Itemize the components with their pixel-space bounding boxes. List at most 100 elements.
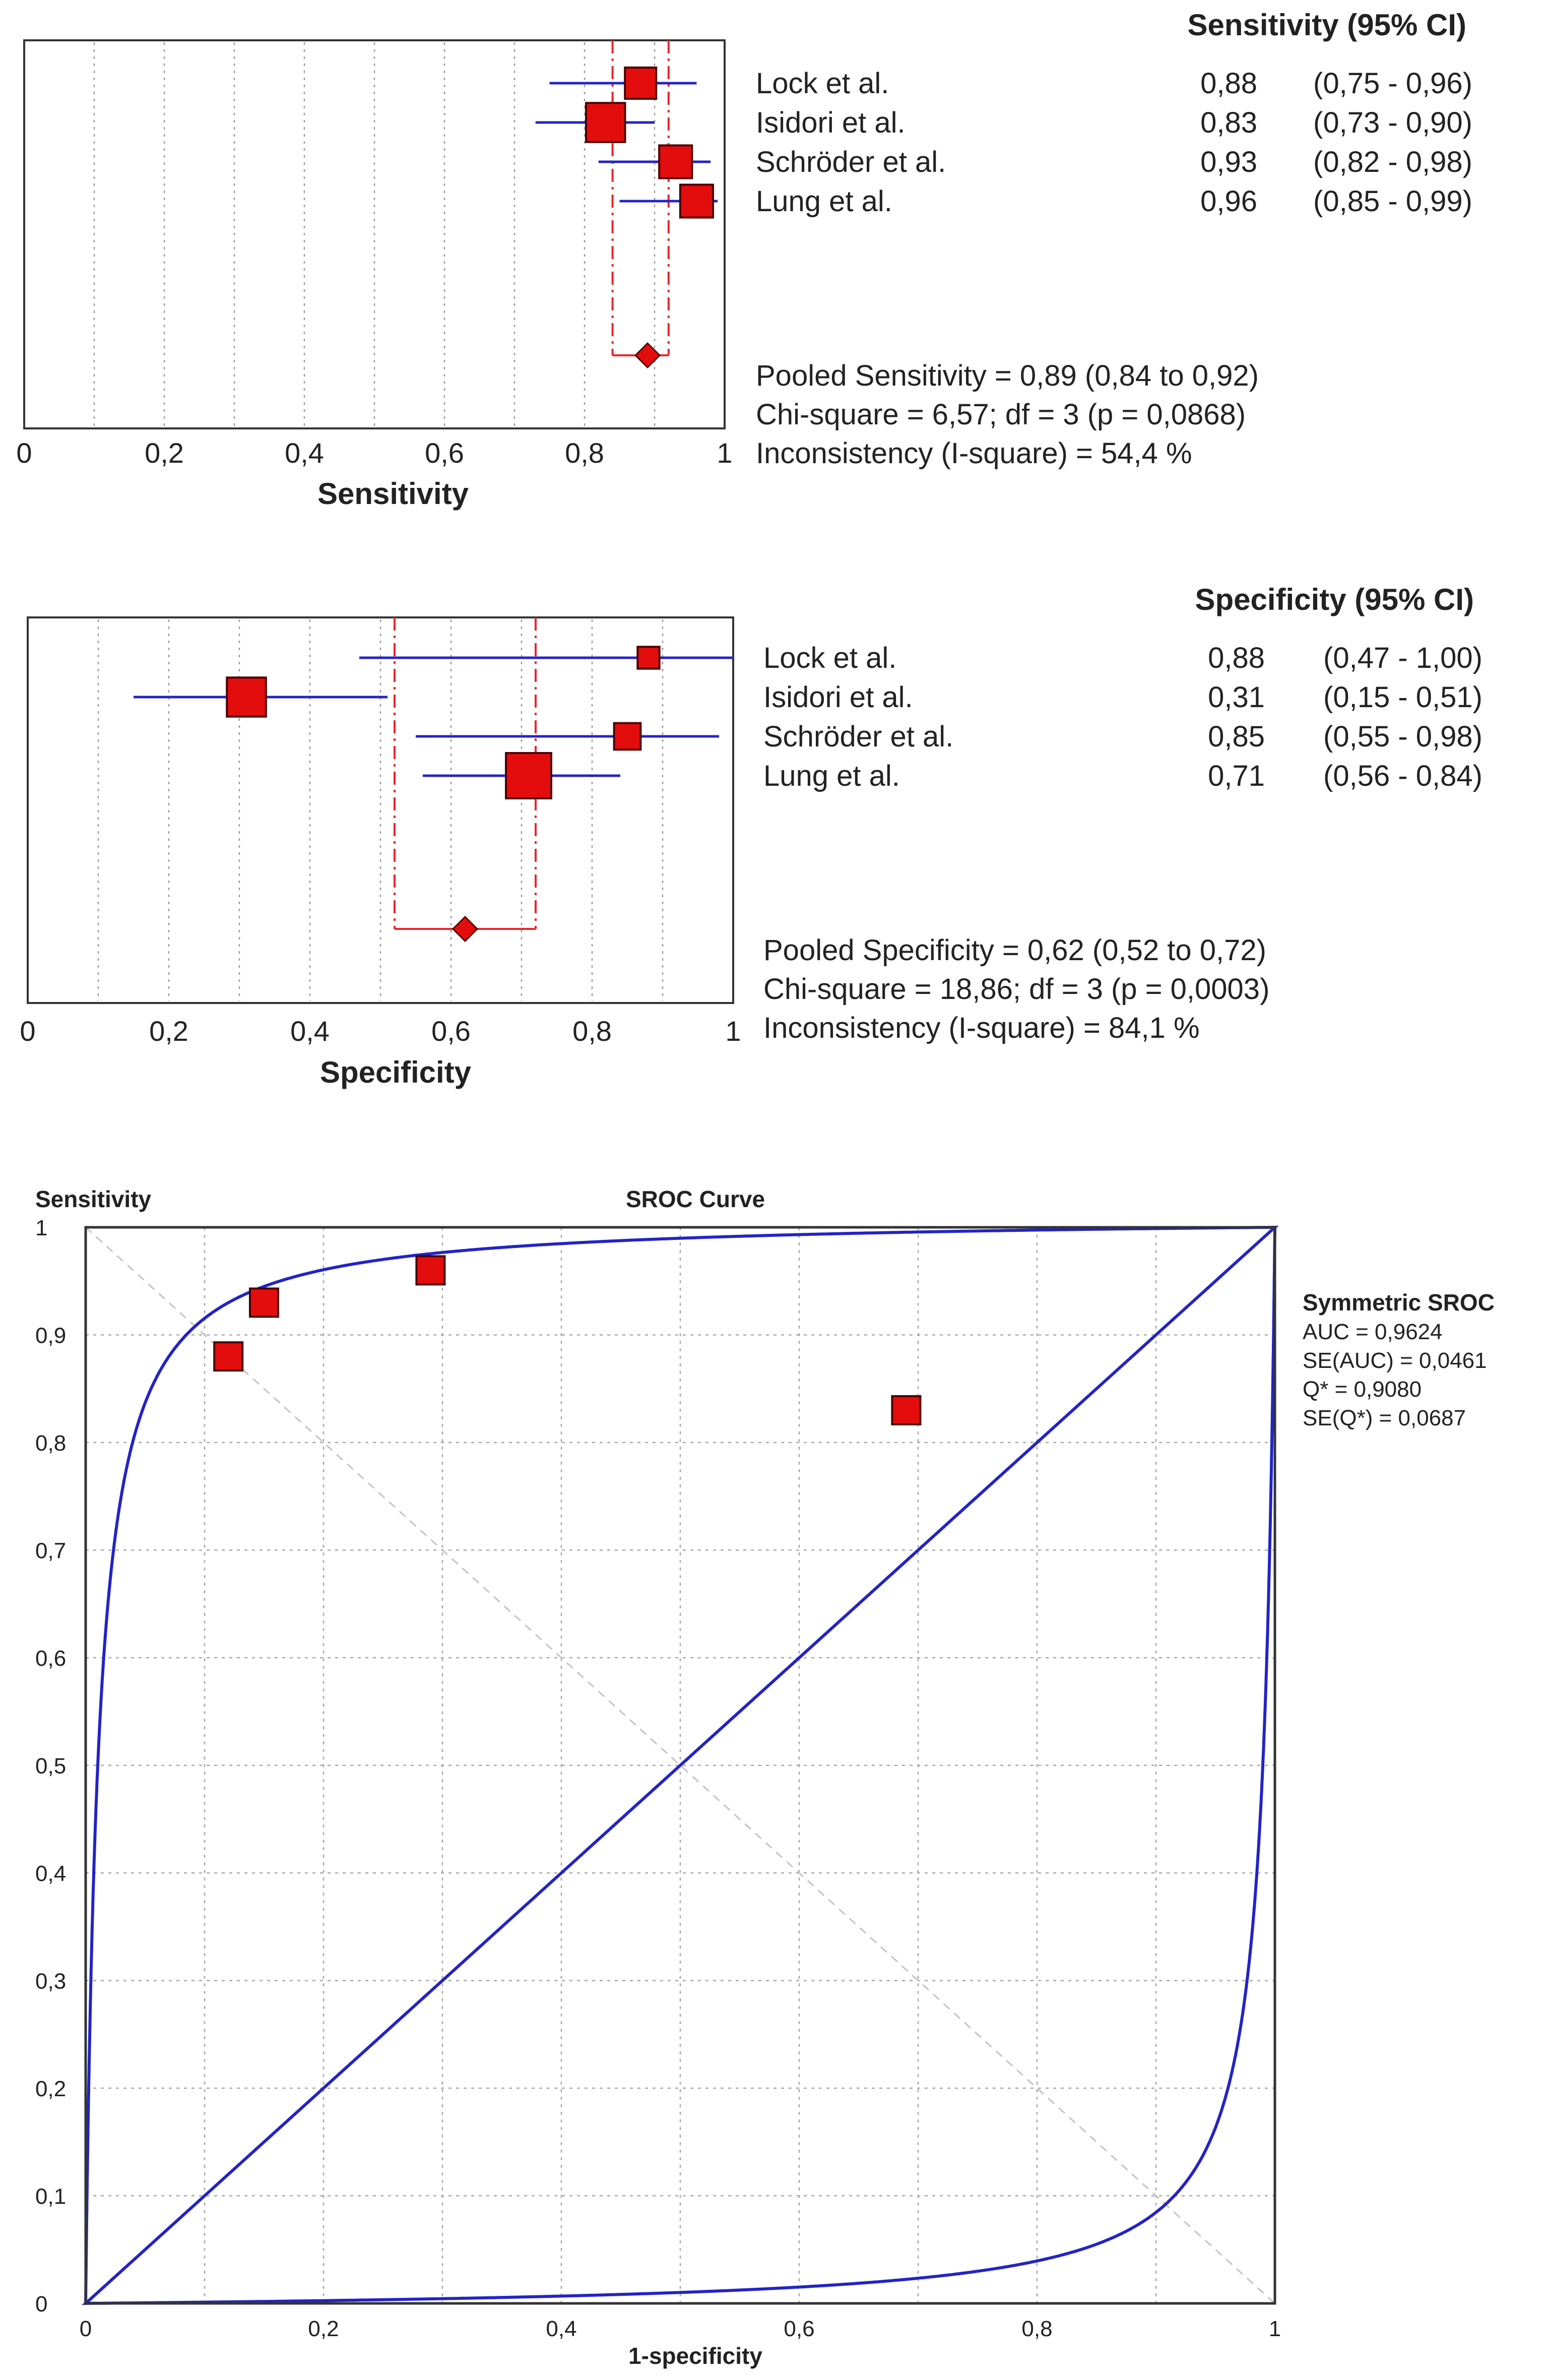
sroc-study-point (415, 1255, 446, 1286)
sensitivity-gridlines (93, 42, 656, 426)
specificity-forest-plot: Specificity (95% CI) 0 0,2 0,4 0,6 0,8 1 Spec… (20, 583, 1482, 1089)
sroc-title: SROC Curve (626, 1186, 765, 1212)
x-tick-label: 0,8 (565, 437, 604, 469)
sroc-legend-line: Symmetric SROC (1303, 1289, 1495, 1316)
study-ci: (0,47 - 1,00) (1323, 642, 1482, 674)
study-ci: (0,55 - 0,98) (1323, 720, 1482, 753)
study-point-box (679, 183, 714, 219)
summary-line: Pooled Sensitivity = 0,89 (0,84 to 0,92) (756, 359, 1259, 392)
sroc-y-tick-label: 0,9 (35, 1324, 66, 1348)
study-estimate: 0,85 (1208, 720, 1265, 753)
specificity-study-table: Lock et al. 0,88 (0,47 - 1,00) Isidori et a… (763, 642, 1482, 792)
sensitivity-plot-frame (23, 39, 726, 429)
x-tick-label: 0 (16, 437, 32, 469)
specificity-gridlines (97, 619, 664, 1001)
sroc-y-axis-title: Sensitivity (35, 1186, 152, 1212)
study-name: Lung et al. (763, 760, 900, 792)
sroc-y-tick-label: 0,1 (35, 2184, 66, 2209)
study-ci: (0,56 - 0,84) (1323, 760, 1482, 792)
study-point-box (585, 102, 626, 143)
study-estimate: 0,96 (1200, 185, 1257, 218)
study-name: Isidori et al. (763, 681, 913, 714)
study-name: Isidori et al. (756, 106, 906, 139)
study-estimate: 0,71 (1208, 760, 1265, 792)
sroc-x-tick-label: 1 (1269, 2316, 1281, 2341)
study-ci: (0,82 - 0,98) (1313, 146, 1472, 178)
sroc-curve (82, 1225, 1279, 2305)
specificity-table-header: Specificity (95% CI) (1195, 583, 1474, 616)
sroc-x-tick-label: 0,4 (546, 2316, 576, 2341)
summary-line: Pooled Specificity = 0,62 (0,52 to 0,72) (763, 934, 1266, 967)
sroc-y-tick-label: 1 (35, 1216, 47, 1240)
pooled-estimate-diamond (634, 342, 661, 369)
summary-line: Chi-square = 6,57; df = 3 (p = 0,0868) (756, 398, 1246, 431)
x-tick-label: 1 (725, 1015, 741, 1047)
sroc-study-point (249, 1287, 279, 1318)
study-point-box (658, 144, 693, 179)
sensitivity-study-table: Lock et al. 0,88 (0,75 - 0,96) Isidori et a… (756, 67, 1472, 218)
study-point-box (636, 646, 661, 670)
sroc-x-axis-title: 1-specificity (628, 2343, 762, 2369)
study-point-box (624, 67, 658, 100)
x-tick-label: 0,8 (572, 1015, 612, 1047)
sroc-study-point (891, 1395, 922, 1425)
x-tick-label: 0,6 (425, 437, 464, 469)
study-estimate: 0,88 (1200, 67, 1257, 100)
study-point-box (613, 722, 642, 751)
sroc-legend: Symmetric SROC AUC = 0,9624 SE(AUC) = 0,04… (1303, 1289, 1495, 1430)
specificity-plot-frame (27, 616, 734, 1004)
sroc-legend-line: AUC = 0,9624 (1303, 1320, 1443, 1344)
sroc-y-tick-label: 0,3 (35, 1969, 66, 1994)
summary-line: Inconsistency (I-square) = 84,1 % (763, 1012, 1200, 1044)
sroc-y-tick-label: 0,7 (35, 1539, 66, 1563)
study-name: Schröder et al. (763, 720, 953, 753)
sroc-y-tick-label: 0,4 (35, 1861, 66, 1886)
x-tick-label: 0,4 (285, 437, 324, 469)
sroc-y-tick-label: 0,5 (35, 1754, 66, 1779)
summary-line: Inconsistency (I-square) = 54,4 % (756, 437, 1192, 470)
sroc-y-tick-label: 0,8 (35, 1431, 66, 1456)
sroc-x-ticks: 0 0,2 0,4 0,6 0,8 1 (80, 2316, 1281, 2341)
x-tick-label: 1 (717, 437, 732, 469)
sroc-y-ticks: 0 0,1 0,2 0,3 0,4 0,5 0,6 0,7 0,8 0,9 1 (35, 1216, 66, 2316)
study-point-box (505, 752, 552, 799)
x-tick-label: 0,2 (145, 437, 184, 469)
sensitivity-study-marks (535, 67, 718, 369)
sroc-study-point (213, 1341, 244, 1372)
x-tick-label: 0,2 (149, 1015, 188, 1047)
sroc-plot-frame (84, 1226, 1276, 2305)
study-ci: (0,73 - 0,90) (1313, 106, 1472, 139)
sroc-legend-line: SE(Q*) = 0,0687 (1303, 1406, 1466, 1430)
specificity-summary-stats: Pooled Specificity = 0,62 (0,52 to 0,72)… (763, 934, 1269, 1044)
sroc-y-tick-label: 0 (35, 2292, 47, 2316)
sensitivity-forest-plot: Sensitivity (95% CI) 0 0,2 0,4 0,6 0,8 1 Sens… (16, 8, 1472, 511)
study-estimate: 0,93 (1200, 146, 1257, 178)
sensitivity-x-ticks: 0 0,2 0,4 0,6 0,8 1 (16, 437, 732, 469)
study-ci: (0,85 - 0,99) (1313, 185, 1472, 218)
sroc-x-tick-label: 0,6 (784, 2316, 814, 2341)
study-estimate: 0,83 (1200, 106, 1257, 139)
specificity-x-ticks: 0 0,2 0,4 0,6 0,8 1 (20, 1015, 741, 1047)
specificity-x-axis-title: Specificity (320, 1055, 472, 1089)
sroc-study-points (213, 1255, 922, 1425)
sroc-legend-line: Q* = 0,9080 (1303, 1377, 1422, 1402)
sroc-y-tick-label: 0,6 (35, 1646, 66, 1671)
study-name: Schröder et al. (756, 146, 946, 178)
sroc-legend-line: SE(AUC) = 0,0461 (1303, 1348, 1487, 1373)
study-ci: (0,75 - 0,96) (1313, 67, 1472, 100)
study-estimate: 0,31 (1208, 681, 1265, 714)
study-point-box (226, 676, 267, 718)
sroc-x-tick-label: 0 (80, 2316, 92, 2341)
sroc-y-tick-label: 0,2 (35, 2077, 66, 2101)
pooled-estimate-diamond (452, 915, 479, 943)
sroc-x-tick-label: 0,2 (308, 2316, 339, 2341)
study-name: Lock et al. (756, 67, 889, 100)
sensitivity-summary-stats: Pooled Sensitivity = 0,89 (0,84 to 0,92)… (756, 359, 1259, 470)
sensitivity-table-header: Sensitivity (95% CI) (1187, 8, 1466, 42)
x-tick-label: 0 (20, 1015, 35, 1047)
sroc-chart: Sensitivity SROC Curve 0 0,2 0,4 0,6 0,8 1 00… (35, 1186, 1495, 2369)
x-tick-label: 0,4 (290, 1015, 330, 1047)
specificity-study-marks (134, 646, 733, 943)
study-name: Lock et al. (763, 642, 896, 674)
